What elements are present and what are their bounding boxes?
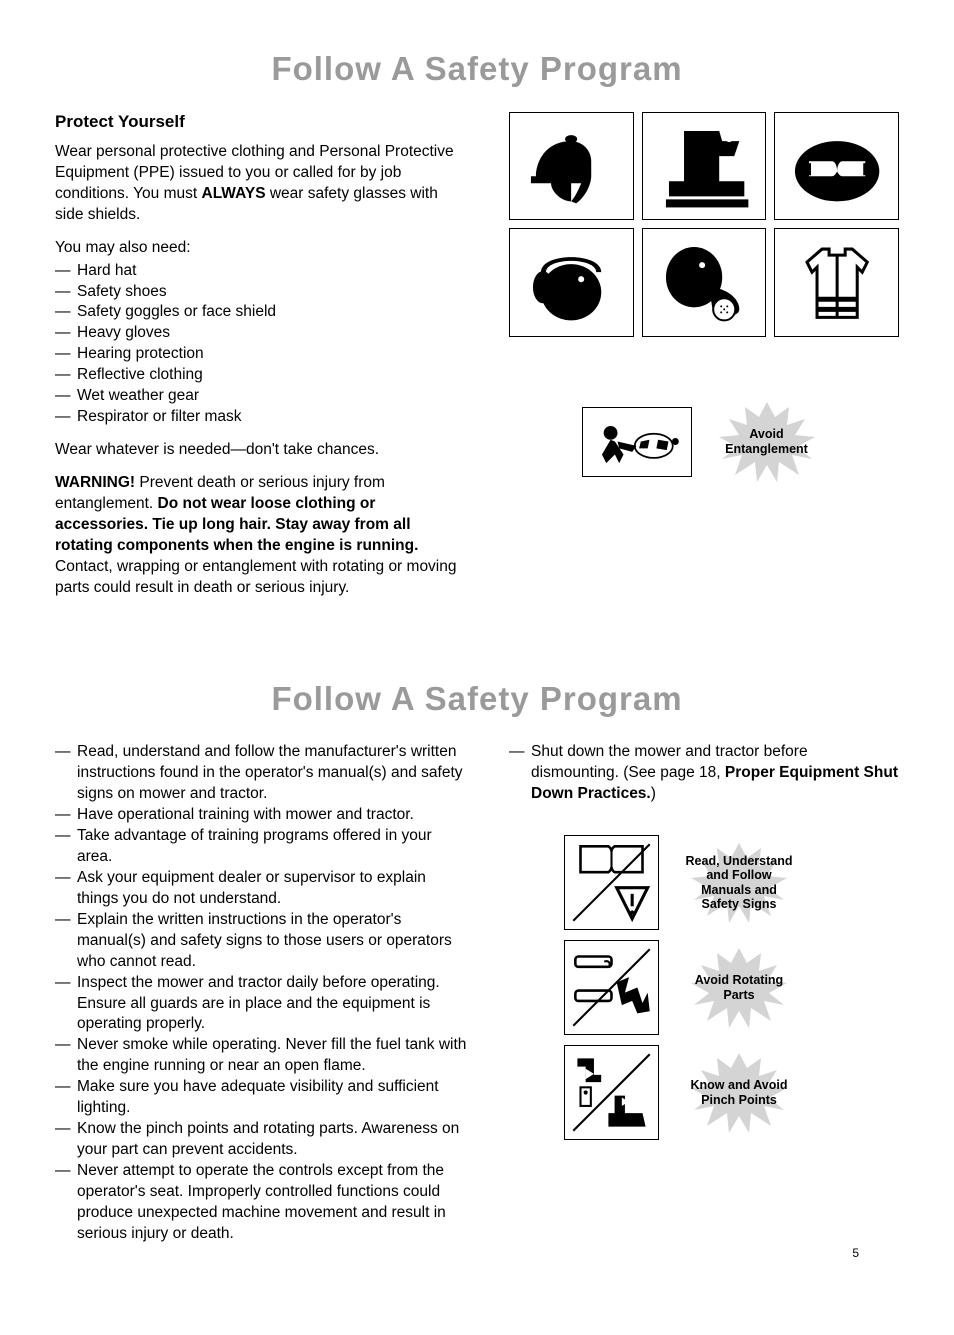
- list-item: Safety goggles or face shield: [55, 302, 469, 323]
- earmuff-icon: [509, 228, 634, 336]
- list-item: Wet weather gear: [55, 386, 469, 407]
- list-item: Never attempt to operate the controls ex…: [55, 1161, 469, 1245]
- protect-para1: Wear personal protective clothing and Pe…: [55, 142, 469, 226]
- r-c: ): [651, 785, 656, 802]
- pinch-icon: [564, 1045, 659, 1140]
- burst1-label: Avoid Entanglement: [707, 427, 827, 456]
- starburst-pinch: Know and Avoid Pinch Points: [679, 1048, 799, 1138]
- list-item: Inspect the mower and tractor daily befo…: [55, 973, 469, 1036]
- list-item: Shut down the mower and tractor before d…: [509, 742, 899, 805]
- list-item: Respirator or filter mask: [55, 407, 469, 428]
- need-lead: You may also need:: [55, 238, 469, 259]
- manual-icon: [564, 835, 659, 930]
- list-item: Heavy gloves: [55, 323, 469, 344]
- burst4-label: Know and Avoid Pinch Points: [679, 1078, 799, 1107]
- goggles-icon: [774, 112, 899, 220]
- page-number: 5: [852, 1246, 859, 1260]
- safety-list-right: Shut down the mower and tractor before d…: [509, 742, 899, 805]
- warn-d: Contact, wrapping or entanglement with r…: [55, 558, 457, 596]
- respirator-icon: [642, 228, 767, 336]
- list-item: Read, understand and follow the manufact…: [55, 742, 469, 805]
- list-item: Reflective clothing: [55, 365, 469, 386]
- rotating-icon: [564, 940, 659, 1035]
- burst3-label: Avoid Rotating Parts: [679, 973, 799, 1002]
- starburst-rotating: Avoid Rotating Parts: [679, 943, 799, 1033]
- starburst-entanglement: Avoid Entanglement: [707, 397, 827, 487]
- list-item: Have operational training with mower and…: [55, 805, 469, 826]
- list-item: Safety shoes: [55, 282, 469, 303]
- hardhat-icon: [509, 112, 634, 220]
- list-item: Ask your equipment dealer or supervisor …: [55, 868, 469, 910]
- protect-heading: Protect Yourself: [55, 112, 469, 132]
- starburst-manuals: Read, Understand and Follow Manuals and …: [679, 838, 799, 928]
- warning-para: WARNING! Prevent death or serious injury…: [55, 473, 469, 599]
- page-title-1: Follow A Safety Program: [55, 50, 899, 88]
- boot-icon: [642, 112, 767, 220]
- vest-icon: [774, 228, 899, 336]
- p1b: ALWAYS: [202, 185, 266, 202]
- closing: Wear whatever is needed—don't take chanc…: [55, 440, 469, 461]
- entanglement-icon: [582, 407, 692, 477]
- page-title-2: Follow A Safety Program: [55, 680, 899, 718]
- list-item: Know the pinch points and rotating parts…: [55, 1119, 469, 1161]
- list-item: Explain the written instructions in the …: [55, 910, 469, 973]
- safety-list-left: Read, understand and follow the manufact…: [55, 742, 469, 1244]
- list-item: Hearing protection: [55, 344, 469, 365]
- ppe-icon-grid: [509, 112, 899, 337]
- burst2-label: Read, Understand and Follow Manuals and …: [679, 854, 799, 912]
- ppe-list: Hard hat Safety shoes Safety goggles or …: [55, 261, 469, 428]
- list-item: Take advantage of training programs offe…: [55, 826, 469, 868]
- list-item: Never smoke while operating. Never fill …: [55, 1035, 469, 1077]
- list-item: Make sure you have adequate visibility a…: [55, 1077, 469, 1119]
- warn-a: WARNING!: [55, 474, 135, 491]
- list-item: Hard hat: [55, 261, 469, 282]
